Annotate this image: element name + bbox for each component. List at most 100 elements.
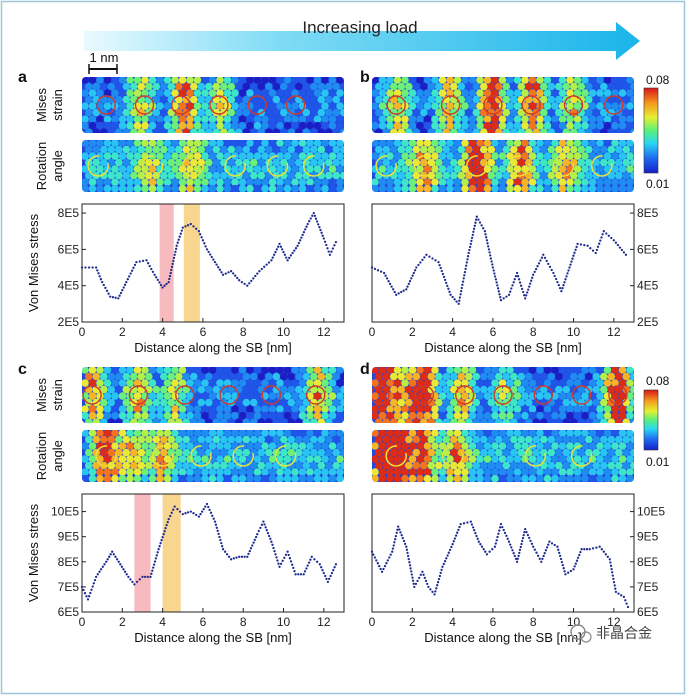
data-point (314, 217, 318, 220)
data-point (294, 573, 297, 576)
strain-circle-marker (247, 95, 267, 115)
data-point (429, 588, 432, 591)
x-tick-label: 12 (607, 615, 621, 629)
data-point (246, 555, 249, 558)
data-point (291, 251, 294, 255)
data-point (99, 568, 103, 571)
data-point (276, 559, 279, 562)
data-point (583, 243, 586, 247)
colorbar-bottom: 0.08 0.01 (643, 374, 670, 469)
data-point (218, 268, 222, 271)
data-point (322, 571, 325, 575)
data-point (433, 593, 436, 596)
data-point (520, 287, 524, 291)
data-point (470, 236, 474, 240)
data-point (391, 547, 395, 550)
data-point (334, 563, 338, 566)
strain-circle-marker (414, 385, 435, 405)
y-tick-label: 2E5 (637, 315, 659, 329)
data-point (238, 279, 241, 282)
data-point (626, 605, 630, 609)
data-point (567, 269, 570, 272)
data-point (574, 562, 577, 565)
data-point (158, 545, 161, 548)
data-point (184, 512, 187, 515)
data-point (373, 267, 377, 271)
data-point (609, 561, 612, 564)
data-point (173, 505, 176, 508)
data-point (402, 539, 406, 543)
data-point (465, 261, 468, 264)
data-point (421, 258, 424, 262)
data-point (270, 259, 273, 262)
data-point (513, 554, 516, 558)
data-point (311, 214, 314, 217)
data-point (111, 550, 114, 553)
data-point (80, 585, 84, 589)
data-point (602, 550, 605, 553)
data-point (506, 537, 509, 540)
x-tick-label: 4 (159, 325, 166, 339)
data-point (397, 292, 400, 295)
data-point (98, 275, 101, 278)
data-point (443, 560, 447, 563)
data-point (492, 269, 495, 272)
data-point (117, 560, 120, 563)
data-point (305, 567, 308, 570)
data-point (202, 507, 205, 511)
data-point (612, 577, 615, 581)
data-point (121, 289, 124, 292)
rotation-map (82, 140, 344, 192)
data-point (491, 263, 494, 266)
data-point (82, 588, 85, 592)
data-point (507, 540, 511, 543)
x-tick-label: 8 (530, 615, 537, 629)
data-point (88, 595, 91, 598)
data-point (395, 531, 398, 535)
y-tick-label: 6E5 (637, 242, 659, 256)
data-point (510, 287, 513, 290)
data-point (306, 564, 309, 567)
data-point (285, 256, 288, 259)
stress-series (370, 520, 630, 609)
data-point (498, 293, 501, 296)
data-point (424, 579, 428, 583)
data-point (96, 269, 99, 272)
data-point (152, 566, 155, 569)
data-point (282, 250, 285, 254)
data-point (170, 511, 173, 514)
data-point (407, 282, 410, 286)
data-point (457, 528, 460, 532)
data-point (129, 578, 132, 581)
row-label-rotation-1: Rotation (34, 432, 49, 480)
data-point (271, 543, 274, 546)
colorbar-top: 0.08 0.01 (643, 73, 670, 191)
data-point (227, 555, 231, 558)
data-point (559, 557, 563, 561)
data-point (408, 280, 412, 283)
data-point (321, 234, 324, 237)
data-point (98, 570, 101, 573)
data-point (578, 553, 581, 557)
data-point (287, 553, 290, 557)
data-point (610, 236, 613, 240)
data-point (484, 550, 487, 553)
data-point (272, 546, 275, 550)
x-tick-label: 2 (119, 325, 126, 339)
data-point (278, 565, 281, 568)
data-point (442, 562, 445, 566)
data-point (446, 284, 449, 288)
strain-circle-marker (134, 95, 155, 115)
data-point (477, 540, 480, 543)
data-point (533, 548, 536, 551)
data-point (264, 526, 267, 529)
data-point (156, 551, 159, 554)
data-point (102, 283, 105, 287)
data-point (238, 555, 241, 558)
data-point (289, 254, 293, 257)
x-tick-label: 12 (607, 325, 621, 339)
data-point (622, 595, 626, 599)
data-point (221, 273, 225, 276)
